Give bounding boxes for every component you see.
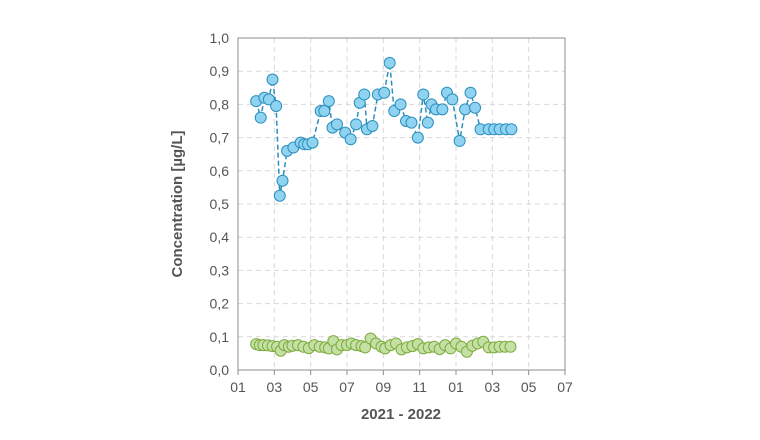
series-1-point [383,56,396,69]
series-1-point [378,86,391,99]
y-tick-label: 1,0 [210,30,230,46]
series-1-point [344,133,357,146]
y-tick-label: 0,3 [210,262,230,278]
y-tick-label: 0,7 [210,130,230,146]
x-tick-label: 05 [303,379,319,395]
series-1-point [405,116,418,129]
series-1-point [446,93,459,106]
series-1-point [459,103,472,116]
series-1-point [318,105,331,118]
series-1-point [350,118,363,131]
series-layer [250,56,518,358]
series-1-point [358,88,371,101]
series-1 [250,56,518,202]
series-1-point [505,123,518,136]
x-tick-label: 09 [376,379,392,395]
plot-frame [237,37,566,371]
series-1-point [322,95,335,108]
x-tick-label: 07 [339,379,355,395]
series-1-point [266,73,279,86]
y-tick-label: 0,5 [210,196,230,212]
y-tick-labels: 0,0 0,1 0,2 0,3 0,4 0,5 0,6 0,7 0,8 0,9 1,0 [210,30,230,378]
x-tick-label: 11 [412,379,427,395]
series-2-point [359,341,372,354]
series-1-point [394,98,407,111]
series-1-point [254,111,267,124]
grid-lines [237,38,566,375]
series-1-point [436,103,449,116]
series-2-point [504,340,517,353]
y-tick-label: 0,6 [210,163,230,179]
y-tick-label: 0,4 [210,229,230,245]
series-1-point [421,116,434,129]
x-tick-label: 03 [485,379,501,395]
series-1-point [276,174,289,187]
series-1-point [411,131,424,144]
y-tick-label: 0,0 [210,362,230,378]
series-1-point [453,134,466,147]
series-1-point [417,88,430,101]
series-2 [250,332,517,358]
y-tick-label: 0,8 [210,96,230,112]
x-tick-label: 01 [448,379,464,395]
x-tick-label: 07 [557,379,573,395]
x-tick-label: 01 [230,379,246,395]
series-1-point [469,101,482,114]
x-tick-labels: 01 03 05 07 09 11 01 03 05 07 [230,379,573,395]
series-1-point [270,100,283,113]
y-tick-label: 0,1 [210,329,230,345]
series-1-point [464,86,477,99]
y-axis-title: Concentration [µg/L] [169,131,186,278]
series-1-point [273,189,286,202]
series-1-point [366,119,379,132]
series-1-point [306,136,319,149]
y-tick-label: 0,9 [210,63,230,79]
x-tick-label: 03 [267,379,283,395]
x-tick-label: 05 [521,379,537,395]
series-1-point [331,118,344,131]
y-tick-label: 0,2 [210,296,230,312]
x-axis-title: 2021 - 2022 [361,406,441,423]
